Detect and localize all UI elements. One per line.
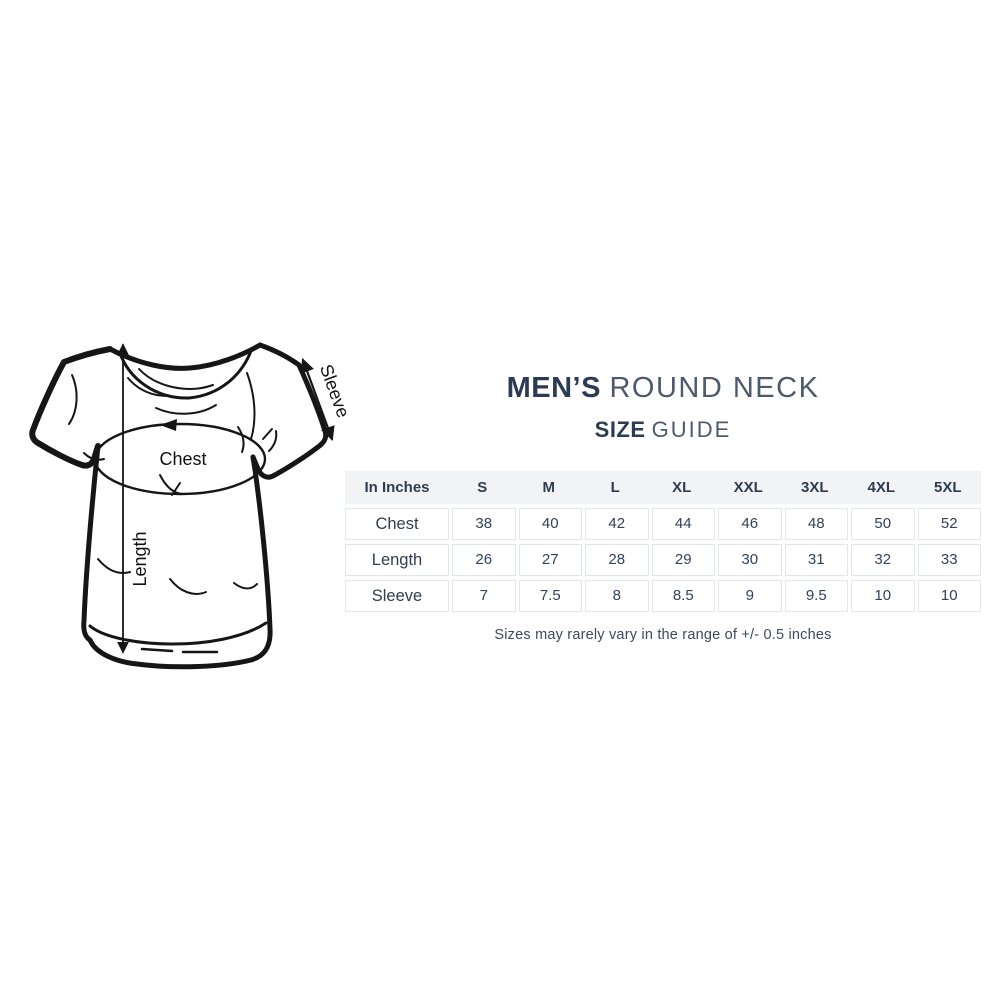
size-table-cell: 32 [851,544,915,576]
wrinkle-left-armpit [83,452,105,461]
size-table-header-cell: 4XL [867,479,895,496]
size-table-header-cell: S [477,479,488,496]
wrinkle-hip-right [233,582,258,590]
size-table-header-cell: 3XL [800,479,829,496]
size-table-cell: 42 [585,508,649,540]
size-table-body: Chest 38 40 42 44 46 48 50 52 Length 26 27 28 29 30 31 3… [345,508,981,612]
length-label: Length [130,531,150,586]
page-title-regular: ROUND NECK [609,372,820,404]
tshirt-sketch: Chest Length Sleeve [29,342,353,670]
chest-measure-ellipse [93,422,267,496]
size-table-cell: 29 [651,544,715,576]
chest-label: Chest [159,449,206,469]
chest-ellipse-arrowhead [160,419,177,431]
size-table-cell: 48 [784,508,848,540]
page-subtitle-regular: GUIDE [651,417,732,442]
size-table-cell: 10 [917,580,981,612]
size-table-cell: 46 [718,508,782,540]
hem-band-line [88,621,268,646]
size-table-cell: 31 [784,544,848,576]
wrinkle-right-tick1 [262,428,273,440]
size-table-row-label: Chest [345,508,449,540]
hem-dashes [140,647,219,654]
size-table-cell: 40 [518,508,582,540]
size-table-cell: 10 [851,580,915,612]
size-table-cell: 38 [452,508,516,540]
size-table-cell: 9 [718,580,782,612]
page-title: MEN’S ROUND NECK [345,372,981,405]
collar-shadow-line [155,404,217,415]
page-subtitle: SIZE GUIDE [345,417,981,443]
size-table-header-row: In Inches S M L XL XXL 3XL 4XL 5XL [345,471,981,504]
size-table-cell: 27 [518,544,582,576]
wrinkle-right-sleeve [246,372,256,440]
size-table-cell: 50 [851,508,915,540]
size-table-cell: 44 [651,508,715,540]
wrinkle-chest-left [127,377,168,397]
size-table-header-cell: L [610,479,620,496]
size-table-row-label: Length [345,544,449,576]
wrinkle-right-armpit [237,426,245,453]
size-table: In Inches S M L XL XXL 3XL 4XL 5XL Chest 38 40 42 44… [345,471,981,612]
size-table-header-cell: In Inches [364,479,430,496]
size-table-header-cell: XXL [733,479,763,496]
wrinkle-hip-center [169,578,207,595]
size-table-cell: 30 [718,544,782,576]
size-table-cell: 26 [452,544,516,576]
size-table-cell: 28 [585,544,649,576]
size-table-cell: 8.5 [651,580,715,612]
size-table-header-cell: 5XL [933,479,962,496]
size-table-cell: 33 [917,544,981,576]
size-variance-note: Sizes may rarely vary in the range of +/… [494,627,832,643]
size-table-cell: 52 [917,508,981,540]
sleeve-dimension-arrow [300,357,335,442]
wrinkle-right-tick2 [268,430,278,452]
size-table-cell: 8 [585,580,649,612]
collar-inner-line [118,349,253,400]
left-sleeve-outline [29,346,113,469]
wrinkle-left-sleeve [68,374,78,425]
size-table-cell: 7.5 [518,580,582,612]
size-table-row: Sleeve 7 7.5 8 8.5 9 9.5 10 10 [345,580,981,612]
wrinkle-hip-left [97,558,131,574]
tshirt-measurement-diagram: Chest Length Sleeve [20,331,353,671]
size-guide-panel: MEN’S ROUND NECK SIZE GUIDE In Inches S M L… [345,372,981,643]
size-table-header-cell: XL [672,479,692,496]
collar-outline [107,342,263,371]
body-outline [81,443,273,670]
size-table-cell: 7 [452,580,516,612]
size-table-row: Chest 38 40 42 44 46 48 50 52 [345,508,981,540]
page-title-bold: MEN’S [506,372,601,404]
size-table-cell: 9.5 [784,580,848,612]
collar-detail-line [138,368,214,390]
size-table-row: Length 26 27 28 29 30 31 32 33 [345,544,981,576]
page-subtitle-bold: SIZE [594,417,646,442]
size-table-header-cell: M [542,479,556,496]
size-table-row-label: Sleeve [345,580,449,612]
